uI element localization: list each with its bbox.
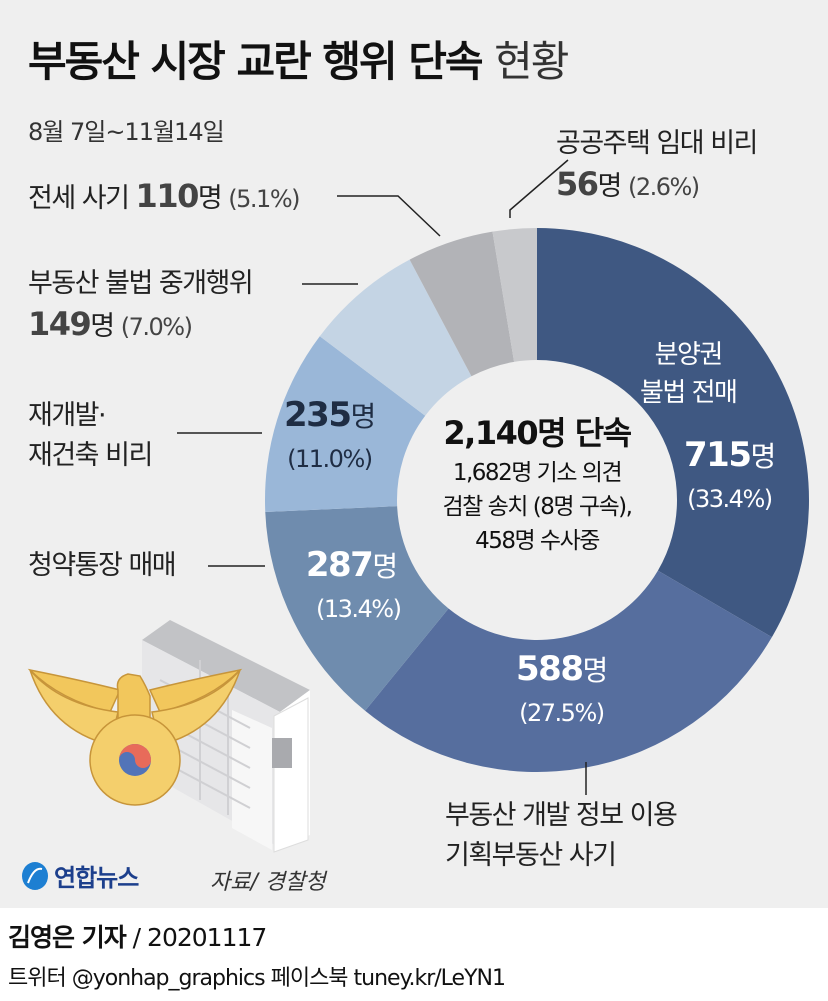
value-subscription: 287명 (13.4%) [302, 545, 402, 628]
label-jeonse: 전세 사기 110명 (5.1%) [28, 176, 300, 219]
logo-text: 연합뉴스 [54, 864, 139, 892]
unit: 명 [372, 550, 398, 583]
yonhap-logo: 연합뉴스 [20, 858, 139, 893]
title-suffix: 현황 [494, 37, 569, 86]
building-icon [142, 620, 310, 853]
donut-slices [265, 228, 809, 772]
date-range: 8월 7일~11월14일 [28, 118, 225, 146]
leader-lines [177, 159, 587, 795]
label-text: 분양권 [654, 340, 724, 370]
donut-slice [537, 228, 809, 638]
label-text-2: 재건축 비리 [28, 440, 153, 471]
donut-slice [409, 231, 515, 377]
value-redevelopment: 235명 (11.0%) [284, 395, 376, 478]
unit: 명 [350, 400, 376, 433]
unit: 명 [597, 171, 623, 202]
leader-line-jeonse [337, 195, 441, 237]
total-headline: 2,140명 단속 [443, 414, 632, 452]
summary-line-2: 검찰 송치 (8명 구속), [442, 494, 633, 520]
pct: (11.0%) [287, 445, 373, 473]
summary-line-3: 458명 수사중 [475, 528, 600, 554]
count: 149 [28, 305, 92, 343]
illustration [27, 620, 310, 853]
count: 235 [284, 395, 352, 435]
pct: (5.1%) [228, 185, 300, 213]
pct: (33.4%) [687, 485, 773, 513]
publish-date: / 20201117 [125, 923, 268, 952]
value-development: 588명 (27.5%) [516, 649, 608, 732]
label-subscription: 청약통장 매매 [28, 546, 177, 586]
donut-slice [265, 506, 449, 711]
summary-line-1: 1,682명 기소 의견 [452, 460, 623, 486]
donut-slice [365, 570, 772, 772]
label-redevelopment: 재개발· 재건축 비리 [28, 396, 153, 476]
pct: (2.6%) [627, 173, 700, 201]
label-public-housing: 공공주택 임대 비리 56명 (2.6%) [556, 124, 758, 207]
label-text: 부동산 개발 정보 이용 [445, 800, 678, 831]
donut-slice [492, 228, 537, 362]
unit: 명 [582, 654, 608, 687]
source-credit: 자료/ 경찰청 [210, 870, 326, 895]
donut-center-summary: 2,140명 단속 1,682명 기소 의견 검찰 송치 (8명 구속), 45… [397, 410, 677, 558]
inner-label-presale: 분양권 불법 전매 [640, 336, 738, 412]
yonhap-globe-icon [22, 861, 48, 890]
label-text: 부동산 불법 중개행위 [28, 268, 254, 299]
label-text: 재개발· [28, 400, 107, 431]
page-title: 부동산 시장 교란 행위 단속 현황 [28, 28, 569, 89]
pct: (27.5%) [519, 699, 605, 727]
unit: 명 [750, 440, 776, 473]
pct: (13.4%) [316, 595, 402, 623]
unit: 명 [90, 311, 115, 342]
reporter-name: 김영은 기자 [8, 923, 127, 952]
donut-slice [265, 336, 426, 512]
social-links: 트위터 @yonhap_graphics 페이스북 tuney.kr/LeYN1 [8, 966, 506, 991]
donut-slice [319, 259, 472, 416]
label-text: 공공주택 임대 비리 [556, 128, 758, 159]
count: 588 [516, 649, 584, 689]
pct: (7.0%) [120, 313, 193, 341]
count: 110 [135, 177, 200, 215]
label-text: 청약통장 매매 [28, 550, 177, 581]
value-presale: 715명 (33.4%) [684, 435, 776, 518]
leader-line-public-housing [509, 159, 569, 218]
label-text-2: 기획부동산 사기 [445, 840, 617, 871]
label-text-2: 불법 전매 [640, 378, 738, 408]
label-development: 부동산 개발 정보 이용 기획부동산 사기 [445, 796, 678, 876]
donut-chart [177, 159, 809, 795]
unit: 명 [197, 183, 223, 214]
label-text: 전세 사기 [28, 183, 130, 214]
count: 56 [556, 165, 599, 203]
byline: 김영은 기자 / 20201117 [8, 918, 268, 954]
count: 287 [305, 545, 374, 585]
title-main: 부동산 시장 교란 행위 단속 [28, 37, 484, 86]
label-brokerage: 부동산 불법 중개행위 149명 (7.0%) [28, 264, 254, 347]
police-emblem-icon [27, 668, 243, 806]
count: 715 [684, 435, 752, 475]
